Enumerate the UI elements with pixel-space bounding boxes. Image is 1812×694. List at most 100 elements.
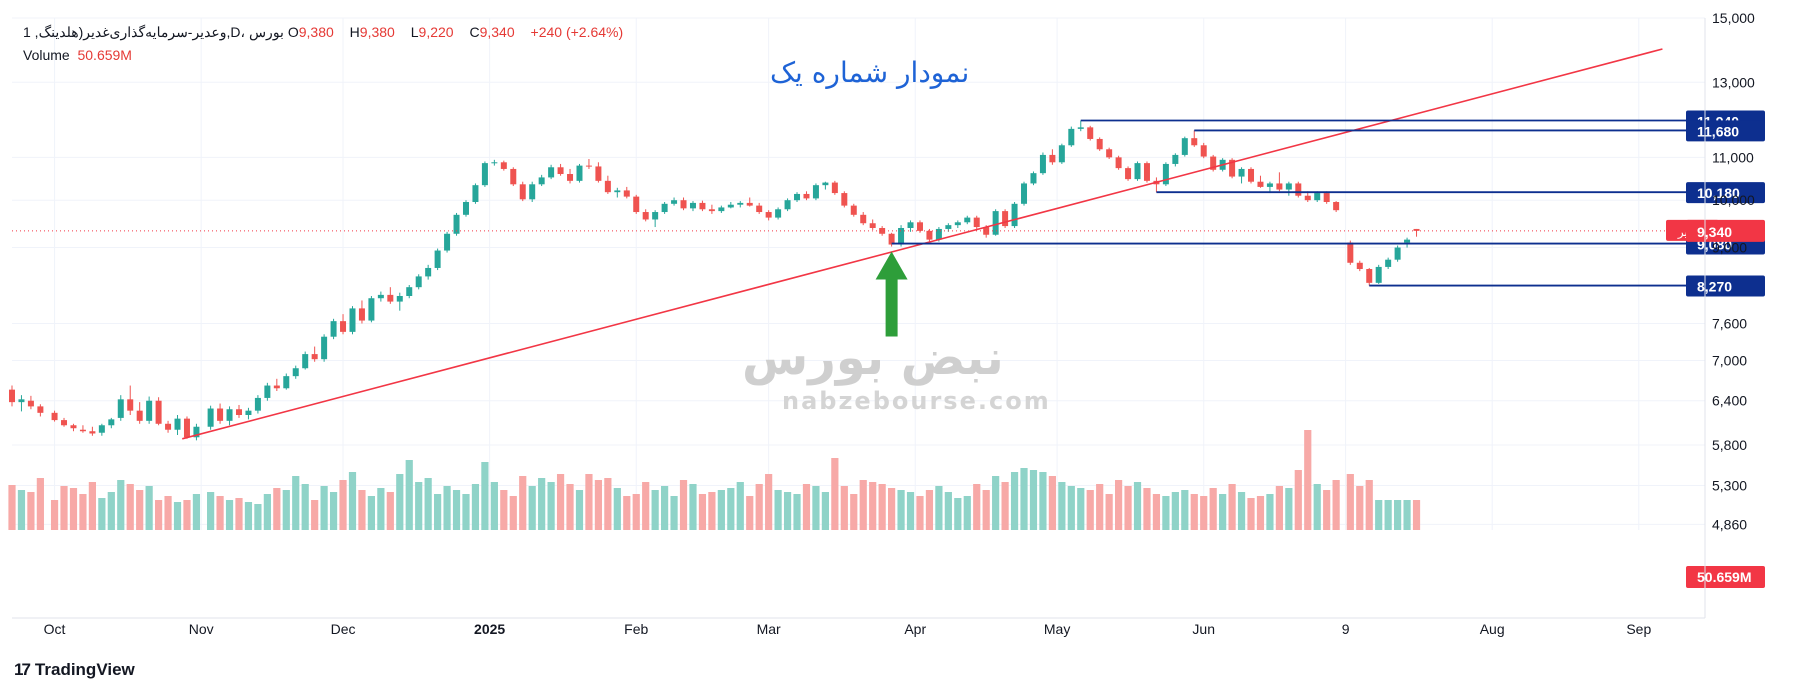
y-tick-label: 7,600 — [1712, 316, 1747, 332]
candle-body — [1106, 149, 1113, 158]
candle-body — [992, 211, 999, 235]
volume-bar — [292, 476, 300, 530]
volume-bar — [405, 460, 413, 530]
candle-body — [1229, 159, 1236, 177]
level-tag — [1686, 275, 1765, 297]
candle-body — [1011, 203, 1018, 227]
volume-bar — [1256, 496, 1265, 530]
candle-body — [1039, 154, 1046, 174]
candle-body — [406, 287, 413, 296]
volume-value: 50.659M — [77, 47, 132, 63]
candle-body — [264, 385, 271, 398]
volume-bar — [1086, 490, 1094, 530]
volume-bar — [604, 478, 612, 530]
candle-body — [481, 163, 488, 186]
candle-body — [661, 203, 668, 213]
volume-bar — [661, 486, 669, 530]
candle-body — [183, 418, 190, 438]
volume-bar — [107, 492, 115, 530]
volume-bar — [282, 490, 290, 530]
volume-bar — [367, 496, 376, 530]
candle-body — [860, 214, 867, 224]
candle-body — [1238, 168, 1245, 177]
candle-body — [165, 423, 172, 430]
volume-bar — [793, 494, 801, 530]
candle-body — [898, 227, 905, 245]
candle-body — [321, 336, 328, 360]
last-price-label: 9,340 — [1697, 224, 1732, 240]
candle-body — [718, 207, 725, 212]
candle-body — [633, 196, 640, 213]
candle-body — [302, 354, 309, 369]
volume-bar — [329, 492, 338, 530]
volume-bar — [1096, 484, 1104, 530]
volume-bar — [164, 496, 172, 530]
x-tick-label: 2025 — [474, 621, 505, 637]
volume-bar — [1394, 500, 1402, 530]
candle-body — [708, 209, 715, 212]
drawings: 11,94011,68010,1809,0808,270وغدیر9,34050… — [12, 48, 1765, 588]
candle-body — [1257, 181, 1264, 187]
candle-body — [519, 184, 526, 200]
last-price-tag — [1686, 219, 1765, 242]
volume-last-tag — [1686, 566, 1765, 588]
volume-bar — [263, 494, 271, 530]
candle-body — [1021, 183, 1028, 204]
volume-bar — [216, 496, 224, 530]
candle-body — [1385, 259, 1392, 267]
volume-bar — [1247, 498, 1255, 530]
volume-bar — [1219, 494, 1227, 530]
volume-bar — [1133, 482, 1142, 530]
volume-bar — [88, 482, 96, 530]
candle-body — [217, 408, 224, 421]
volume-bar — [925, 490, 934, 530]
candle-body — [387, 294, 394, 302]
candle-body — [27, 400, 34, 407]
tradingview-brand[interactable]: 17 TradingView — [14, 660, 135, 680]
candle-body — [642, 212, 649, 220]
y-tick-label: 7,000 — [1712, 352, 1747, 368]
candle-body — [193, 426, 200, 438]
volume-bar — [556, 474, 565, 530]
volume-bar — [992, 476, 1000, 530]
candle-body — [1366, 269, 1373, 283]
candle-body — [245, 410, 252, 415]
volume-bar — [1304, 430, 1312, 530]
arrow-up-icon — [875, 251, 908, 337]
candle-body — [500, 162, 507, 169]
candle-body — [888, 233, 895, 245]
candle-body — [226, 409, 233, 421]
volume-bar — [916, 496, 924, 530]
volume-bar — [50, 500, 59, 530]
y-tick-label: 5,800 — [1712, 437, 1747, 453]
volume-bar — [642, 482, 650, 530]
volume-bar — [1001, 482, 1009, 530]
candle-body — [699, 202, 706, 210]
watermark-logo: نبض بورس — [742, 330, 1004, 386]
volume-bar — [717, 490, 725, 530]
open-value: 9,380 — [298, 24, 334, 40]
candle-body — [491, 162, 498, 164]
volume-bar — [679, 480, 688, 530]
candle-body — [311, 354, 318, 360]
candle-body — [1200, 145, 1207, 157]
volume-bar — [1143, 488, 1151, 530]
candle-body — [1413, 228, 1420, 231]
candle-body — [70, 425, 77, 429]
x-tick-label: Nov — [189, 621, 214, 637]
volume-bar — [452, 490, 461, 530]
x-tick-label: 9 — [1342, 621, 1350, 637]
candle-body — [623, 190, 630, 197]
volume-bar — [982, 490, 990, 530]
grid — [12, 17, 1705, 530]
volume-bar — [1266, 494, 1274, 530]
volume-label: Volume — [23, 47, 70, 63]
candle-body — [689, 202, 696, 209]
candle-body — [174, 418, 181, 430]
candle-body — [945, 225, 952, 229]
volume-bar — [490, 482, 498, 530]
volume-bar — [736, 482, 744, 530]
candle-body — [1285, 183, 1292, 190]
candle-body — [510, 168, 517, 185]
